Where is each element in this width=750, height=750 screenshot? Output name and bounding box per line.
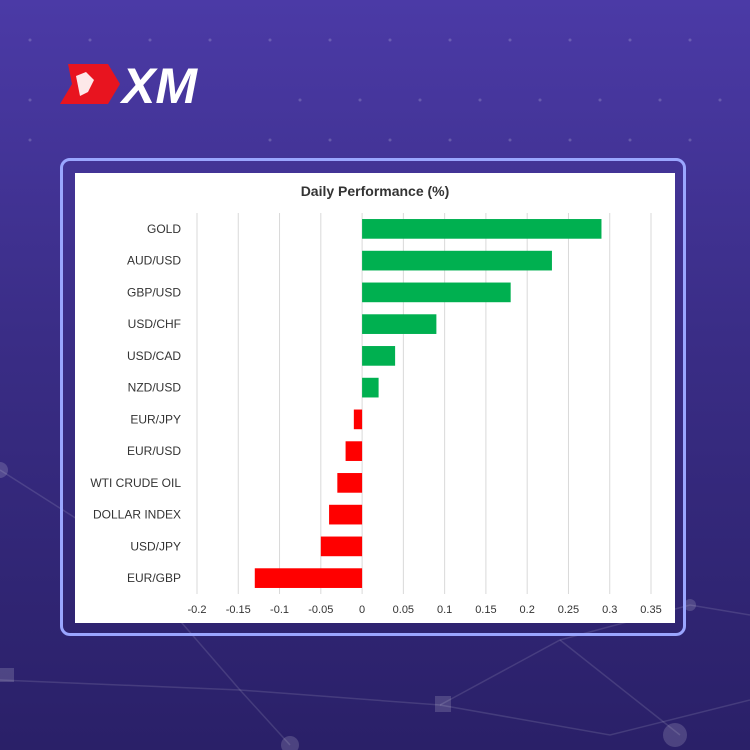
category-label: WTI CRUDE OIL [90, 476, 181, 490]
logo-text: XM [119, 58, 198, 110]
bar-chart: GOLD AUD/USD GBP/USD USD/CHF USD/CAD NZD/USD E… [90, 213, 662, 616]
x-tick-label: 0.15 [475, 604, 496, 616]
chart-frame [60, 158, 686, 636]
bar-eur-usd [345, 441, 363, 461]
bar-usd-chf [362, 314, 437, 334]
gridlines [196, 213, 652, 594]
chart-area: GOLD AUD/USD GBP/USD USD/CHF USD/CAD NZD/USD E… [75, 173, 675, 623]
x-tick-label: 0.1 [437, 604, 452, 616]
category-label: USD/CHF [128, 317, 181, 331]
x-tick-label: -0.15 [226, 604, 251, 616]
bar-eur-jpy [353, 409, 363, 430]
x-tick-label: 0.35 [640, 604, 661, 616]
bar-usd-jpy [320, 536, 363, 557]
category-label: EUR/USD [127, 444, 181, 458]
category-label: DOLLAR INDEX [93, 508, 181, 522]
bar-aud-usd [362, 250, 552, 271]
bar-gbp-usd [362, 282, 511, 303]
category-label: USD/JPY [130, 539, 181, 553]
bars [254, 219, 602, 588]
x-tick-labels: -0.2 -0.15 -0.1 -0.05 0 0.05 0.1 0.15 0.2 0.25 0.3… [188, 604, 662, 616]
x-tick-label: 0.2 [520, 604, 535, 616]
x-tick-label: -0.1 [270, 604, 289, 616]
chart-title: Daily Performance (%) [300, 183, 450, 199]
bar-eur-gbp [254, 568, 363, 588]
category-label: AUD/USD [127, 254, 181, 268]
category-label: NZD/USD [128, 381, 182, 395]
category-labels: GOLD AUD/USD GBP/USD USD/CHF USD/CAD NZD/USD E… [90, 222, 181, 585]
bar-nzd-usd [362, 377, 379, 398]
category-label: GBP/USD [127, 285, 181, 299]
bar-usd-cad [362, 346, 396, 366]
x-tick-label: 0.3 [602, 604, 617, 616]
x-tick-label: -0.2 [188, 604, 207, 616]
bar-dollar-index [329, 504, 363, 525]
category-label: EUR/GBP [127, 571, 181, 585]
x-tick-label: -0.05 [308, 604, 333, 616]
x-tick-label: 0 [359, 604, 365, 616]
category-label: USD/CAD [127, 349, 181, 363]
xm-logo: XM [60, 58, 198, 110]
x-tick-label: 0.25 [558, 604, 579, 616]
bar-wti-crude-oil [337, 473, 363, 493]
category-label: EUR/JPY [130, 412, 181, 426]
category-label: GOLD [147, 222, 181, 236]
x-tick-label: 0.05 [393, 604, 414, 616]
bar-gold [362, 219, 602, 239]
